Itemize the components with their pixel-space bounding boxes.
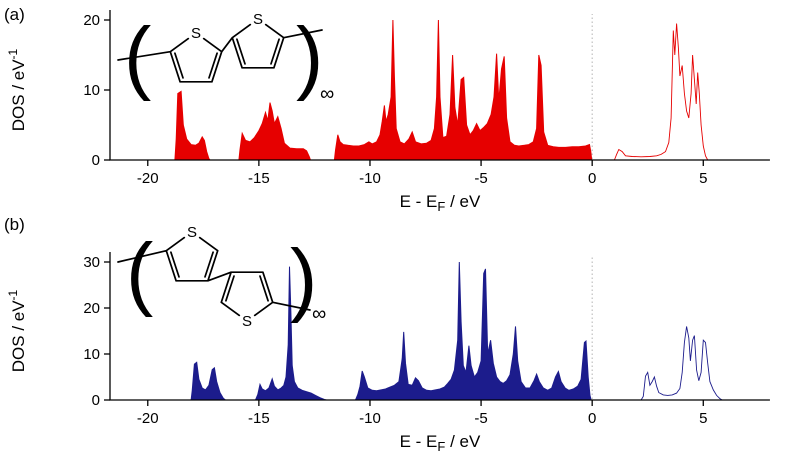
sulfur-atom-icon: S <box>242 313 252 330</box>
x-tick-label: -15 <box>248 170 270 187</box>
x-tick-label: -5 <box>474 410 487 427</box>
dos-chart-a: -20 -15 -10 -5 0 5 0 10 20 E - EF / eV DOS / eV-1 <box>6 10 770 214</box>
dos-occupied-area <box>190 261 592 401</box>
y-tick-label: 0 <box>92 392 100 409</box>
close-paren: ) <box>296 11 323 102</box>
x-tick-label: -10 <box>359 170 381 187</box>
y-tick-label: 10 <box>83 82 100 99</box>
sulfur-atom-icon: S <box>253 11 263 28</box>
y-tick-label: 0 <box>92 152 100 169</box>
x-tick-label: 0 <box>588 170 596 187</box>
panel-b-dos-plot: -20 -15 -10 -5 0 5 0 10 20 30 E - EF / eV DOS / eV-… <box>4 215 770 454</box>
y-tick-label: 10 <box>83 346 100 363</box>
x-tick-label: -15 <box>248 410 270 427</box>
chemical-structure-bithiophene-2-2-linked: ( ) ∞ S S <box>117 11 334 105</box>
dos-unoccupied-line <box>640 326 723 401</box>
x-tick-label: 5 <box>699 410 707 427</box>
y-axis-label: DOS / eV-1 <box>6 48 28 131</box>
x-tick-label: 0 <box>588 410 596 427</box>
axes <box>109 252 770 401</box>
bond-skeleton <box>117 236 311 317</box>
x-tick-label: -5 <box>474 170 487 187</box>
x-axis-label: E - EF / eV <box>400 432 481 454</box>
x-tick-label: -10 <box>359 410 381 427</box>
dos-unoccupied-line <box>613 23 709 161</box>
panel-b-label: (b) <box>4 215 25 234</box>
sulfur-atom-icon: S <box>191 25 201 42</box>
x-axis-label: E - EF / eV <box>400 192 481 214</box>
y-tick-label: 20 <box>83 12 100 29</box>
sulfur-atom-icon: S <box>187 224 197 241</box>
x-tick-label: -20 <box>137 410 159 427</box>
dos-chart-b: -20 -15 -10 -5 0 5 0 10 20 30 E - EF / eV DOS / eV-… <box>6 252 770 454</box>
panel-a-label: (a) <box>4 5 25 24</box>
dos-occupied-area <box>174 19 593 161</box>
y-tick-label: 30 <box>83 254 100 271</box>
x-tick-label: -20 <box>137 170 159 187</box>
infinity-subscript: ∞ <box>320 83 334 105</box>
infinity-subscript: ∞ <box>312 303 326 325</box>
bond-skeleton <box>117 23 323 83</box>
y-axis-label: DOS / eV-1 <box>6 289 28 372</box>
x-tick-label: 5 <box>699 170 707 187</box>
chemical-structure-bithiophene-3-3-linked: ( ) ∞ S S <box>117 224 326 330</box>
y-tick-label: 20 <box>83 300 100 317</box>
open-paren: ( <box>126 227 153 318</box>
